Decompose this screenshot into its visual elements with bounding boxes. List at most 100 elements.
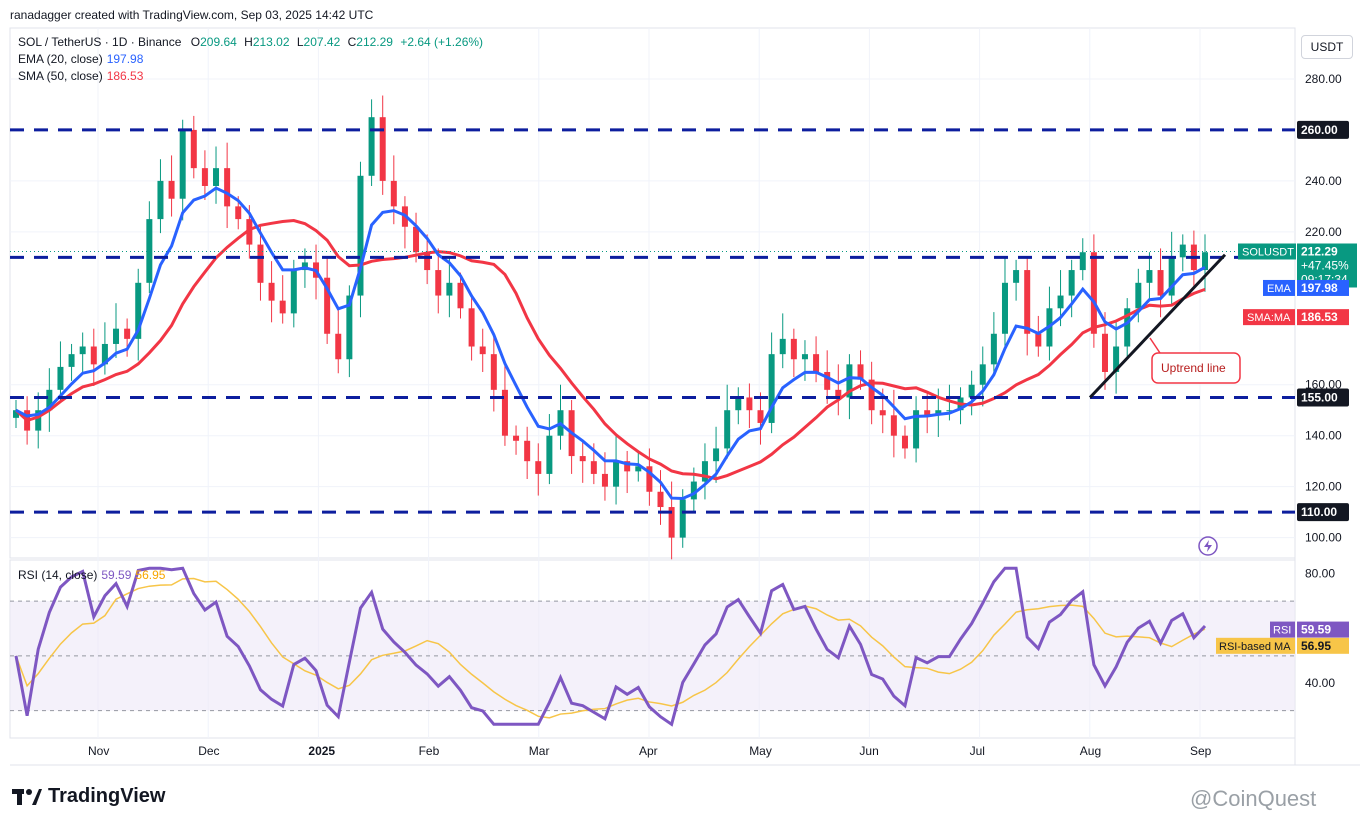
level-tag-bg [1297,120,1349,139]
candle-body [1101,333,1108,372]
low-label: L [296,35,304,49]
price-tick-label: 120.00 [1305,480,1342,494]
rsi-tick-label: 40.00 [1305,676,1335,690]
candle-body [90,346,97,365]
candle-body [835,389,842,398]
candle-body [368,117,375,176]
candle-body [224,168,231,207]
candle-body [468,308,475,347]
candle-body [701,461,708,482]
candle-body [168,180,175,199]
ema-20-line [15,186,1206,500]
candle-body [1135,282,1142,309]
annotation-pointer [1149,337,1161,354]
candle-body [57,366,64,390]
candle-body [324,277,331,334]
close-label: C [347,35,357,49]
candle-body [946,410,953,412]
tradingview-logo[interactable]: TradingView [12,785,165,808]
candle-body [46,389,53,411]
time-tick-label: May [749,744,772,758]
rsi-tick-label: 80.00 [1305,567,1335,581]
rsi-tag-label: RSI [1273,625,1291,637]
rsima-tag-bg [1216,637,1295,654]
rsi-tag-value: 59.59 [1301,623,1331,637]
candle-body [1113,346,1120,372]
candle-body [201,168,208,186]
level-tag-bg [1297,388,1349,407]
sma-legend: SMA (50, close) 186.53 [18,69,143,83]
level-tag-label: 155.00 [1301,390,1338,404]
price-pane [9,27,1296,559]
candle-body [68,354,75,367]
ema-value: 197.98 [106,52,144,66]
sma-value: 186.53 [106,69,144,83]
candle-body [901,435,908,449]
candle-body [1013,270,1020,283]
candle-body [501,389,508,436]
coinquest-watermark: @CoinQuest [1190,786,1317,811]
candle-body [768,354,775,423]
price-tag-pct: +47.45% [1301,258,1349,272]
rsi-tag-bg [1270,621,1295,638]
time-tick-label: Mar [529,744,550,758]
candle-body [1079,252,1086,271]
price-legend: SOL / TetherUS · 1D · Binance O209.64 H2… [18,35,483,49]
candle-body [735,397,742,411]
price-tick-label: 240.00 [1305,174,1342,188]
candle-body [613,461,620,487]
rsi-value: 59.59 [101,568,132,582]
candle-body [290,270,297,314]
candle-body [546,435,553,474]
candle-body [479,346,486,355]
price-tick-label: 140.00 [1305,429,1342,443]
candle-body [35,410,42,431]
candle-body [346,295,353,360]
open-label: O [190,35,201,49]
candle-body [601,473,608,487]
rsi-val-bg [1297,621,1349,638]
time-tick-label: Apr [639,744,658,758]
lightning-icon [1204,540,1212,552]
candle-body [157,180,164,220]
level-tag-label: 110.00 [1301,505,1337,519]
ema-label: EMA (20, close) [18,52,103,66]
candle-body [1090,252,1097,334]
candle-body [1001,282,1008,334]
candle-body [824,371,831,390]
candle-body [935,410,942,416]
candle-body [801,354,808,360]
symbol-tag-bg [1238,243,1296,260]
candle-body [424,252,431,271]
rsima-tag-label: RSI-based MA [1219,641,1291,653]
candle-body [1068,270,1075,296]
candle-body [724,410,731,449]
candle-body [257,244,264,283]
candle-body [390,180,397,207]
candle-body [668,507,675,538]
candle-body [190,129,197,169]
candle-body [446,282,453,296]
ema-tag-label: EMA [1267,283,1292,295]
rsi-label: RSI (14, close) [18,568,98,582]
candle-body [357,175,364,296]
uptrend-annotation-box [1151,352,1241,384]
candle-body [979,364,986,385]
price-tick-label: 100.00 [1305,531,1342,545]
candle-body [235,206,242,220]
level-tag-bg [1297,503,1349,522]
candle-body [1179,244,1186,258]
candle-body [1024,270,1031,334]
candle-body [135,282,142,339]
candle-body [268,282,275,301]
candle-body [857,364,864,380]
candle-body [713,448,720,462]
currency-button[interactable]: USDT [1301,35,1353,59]
candle-body [79,346,86,355]
time-tick-label: Feb [419,744,440,758]
ema-legend: EMA (20, close) 197.98 [18,52,143,66]
time-tick-label: Dec [198,744,219,758]
time-tick-label: 2025 [308,744,335,758]
candle-body [13,410,19,418]
candle-body [379,117,386,181]
